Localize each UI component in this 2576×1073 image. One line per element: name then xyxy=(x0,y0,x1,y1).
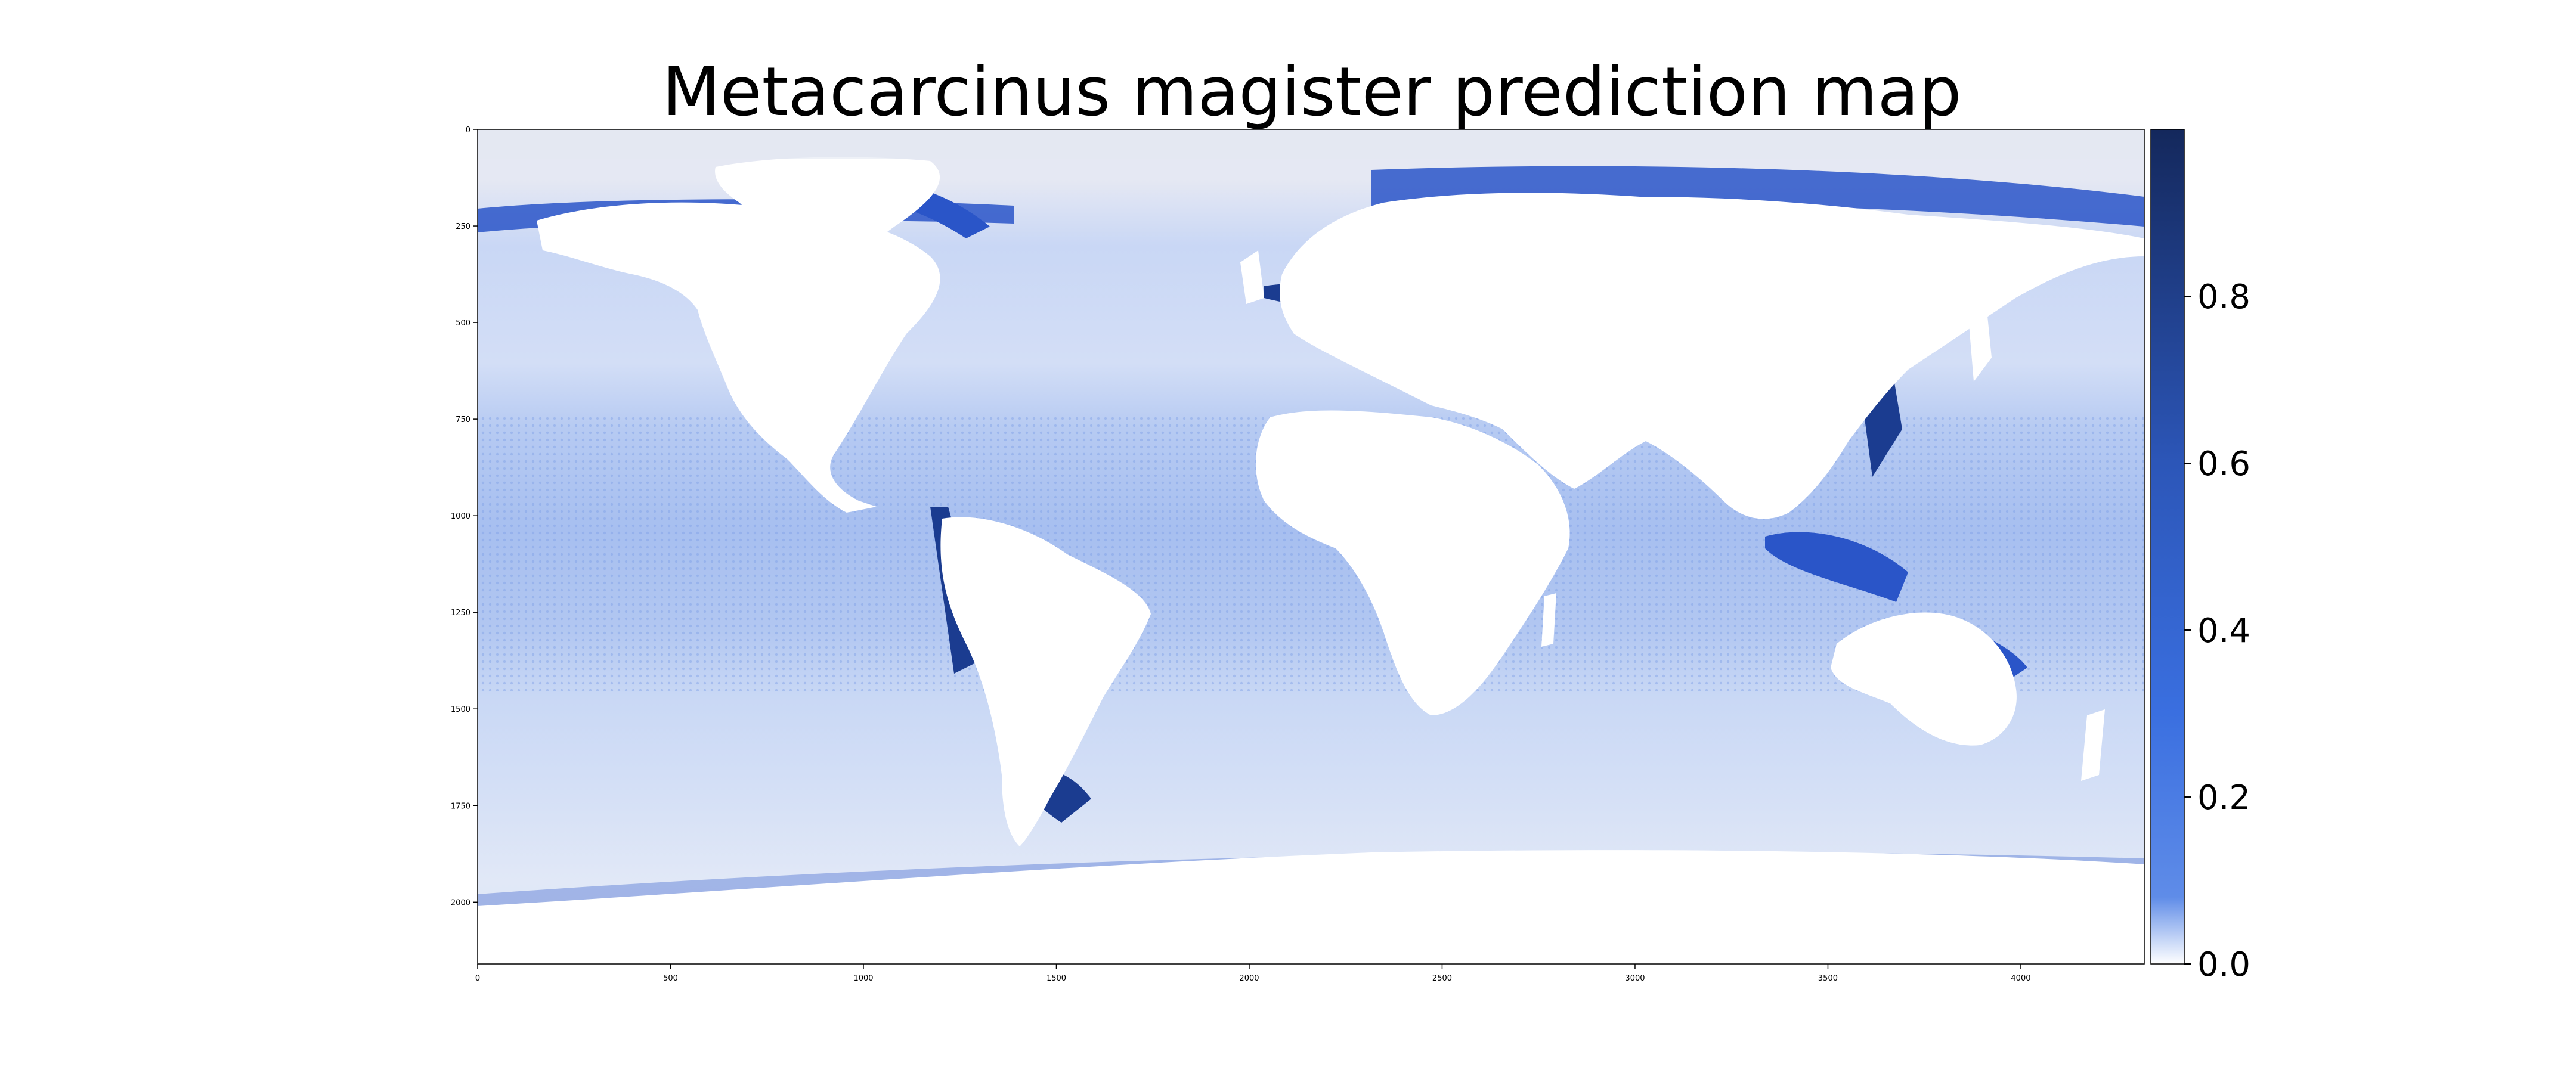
y-tick-label: 1750 xyxy=(451,802,470,811)
colorbar-tick-label: 0.0 xyxy=(2197,945,2250,984)
x-tick-label: 2500 xyxy=(1432,974,1452,983)
map-title: Metacarcinus magister prediction map xyxy=(662,52,1962,131)
land-madagascar xyxy=(1541,593,1556,647)
land-new-zealand xyxy=(2081,709,2105,781)
land-north-america xyxy=(537,202,940,513)
x-tick-label: 1000 xyxy=(853,974,873,983)
x-tick-label: 3000 xyxy=(1625,974,1645,983)
x-tick-label: 3500 xyxy=(1818,974,1838,983)
x-tick-label: 1500 xyxy=(1046,974,1066,983)
land-south-america xyxy=(940,517,1151,846)
colorbar-tick-label: 0.4 xyxy=(2197,612,2250,650)
y-tick-label: 1000 xyxy=(451,512,470,521)
x-tick-label: 0 xyxy=(475,974,480,983)
x-tick-label: 500 xyxy=(663,974,678,983)
map-area xyxy=(478,129,2144,964)
y-tick-label: 750 xyxy=(456,415,470,424)
colorbar: 0.0 0.2 0.4 0.6 0.8 xyxy=(2150,129,2250,984)
y-tick-label: 0 xyxy=(466,126,470,135)
x-tick-label: 4000 xyxy=(2011,974,2030,983)
y-tick-label: 2000 xyxy=(451,898,470,907)
y-tick-label: 250 xyxy=(456,222,470,231)
land-uk xyxy=(1240,250,1264,304)
axis-ticks: 0 500 1000 1500 2000 2500 3000 3500 4000 0 250 500 7… xyxy=(451,126,2031,983)
land-eurasia xyxy=(1280,193,2144,519)
x-tick-label: 2000 xyxy=(1239,974,1259,983)
land-africa xyxy=(1256,410,1570,715)
colorbar-gradient xyxy=(2150,129,2185,965)
land-australia xyxy=(1831,612,2017,746)
colorbar-tick-label: 0.8 xyxy=(2197,278,2250,317)
land-greenland xyxy=(715,157,940,268)
colorbar-ticks: 0.0 0.2 0.4 0.6 0.8 xyxy=(2184,278,2250,984)
colorbar-tick-label: 0.6 xyxy=(2197,445,2250,483)
y-tick-label: 1250 xyxy=(451,609,470,618)
map-frame xyxy=(477,129,2145,965)
colorbar-tick-label: 0.2 xyxy=(2197,779,2250,817)
y-tick-label: 500 xyxy=(456,319,470,328)
top-band xyxy=(478,129,2144,159)
land-japan xyxy=(1968,298,1992,382)
land-masses xyxy=(478,157,2144,964)
y-tick-label: 1500 xyxy=(451,705,470,714)
land-antarctica xyxy=(478,850,2144,964)
